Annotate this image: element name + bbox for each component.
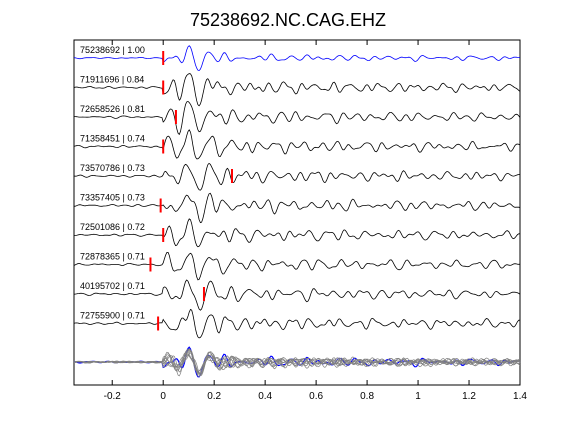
trace-line-4 xyxy=(73,162,521,191)
stack-line-6 xyxy=(74,348,520,372)
stack-line-4 xyxy=(73,351,521,374)
x-tick-label-2: 0.2 xyxy=(207,391,221,402)
trace-line-8 xyxy=(73,279,521,311)
trace-line-7 xyxy=(73,251,521,281)
x-tick-label-4: 0.6 xyxy=(309,391,323,402)
chart-title: 75238692.NC.CAG.EHZ xyxy=(190,10,386,30)
trace-label-5: 73357405 | 0.73 xyxy=(80,193,145,203)
traces-group xyxy=(73,45,521,339)
trace-line-9 xyxy=(73,308,520,339)
trace-label-3: 71358451 | 0.74 xyxy=(80,134,145,144)
axes-frame xyxy=(73,39,521,386)
trace-line-0 xyxy=(73,45,521,72)
picks-group xyxy=(149,51,234,331)
trace-line-3 xyxy=(73,129,521,160)
trace-label-2: 72658526 | 0.81 xyxy=(80,104,145,114)
trace-label-4: 73570786 | 0.73 xyxy=(80,163,145,173)
stack-line-3 xyxy=(73,348,521,373)
trace-label-8: 40195702 | 0.71 xyxy=(80,281,145,291)
trace-line-2 xyxy=(74,101,521,136)
trace-line-5 xyxy=(73,192,521,224)
x-axis: -0.2 0 0.2 0.4 0.6 0.8 1 1.2 1.4 xyxy=(104,40,527,402)
plot-area: 75238692 | 1.00 71911696 | 0.84 72658526 |… xyxy=(73,39,527,402)
stack-group xyxy=(73,346,521,378)
trace-label-0: 75238692 | 1.00 xyxy=(80,45,145,55)
trace-label-9: 72755900 | 0.71 xyxy=(80,311,145,321)
stack-line-9 xyxy=(73,350,520,374)
trace-line-1 xyxy=(73,73,521,107)
x-tick-label-7: 1.2 xyxy=(462,391,476,402)
x-tick-label-0: -0.2 xyxy=(104,391,122,402)
trace-label-7: 72878365 | 0.71 xyxy=(80,252,145,262)
x-tick-label-6: 1 xyxy=(415,391,421,402)
x-tick-label-1: 0 xyxy=(160,391,166,402)
x-tick-label-3: 0.4 xyxy=(258,391,272,402)
trace-line-6 xyxy=(74,218,520,248)
trace-label-1: 71911696 | 0.84 xyxy=(80,75,144,85)
trace-label-6: 72501086 | 0.72 xyxy=(80,222,145,232)
x-tick-label-5: 0.8 xyxy=(360,391,374,402)
trace-labels-group: 75238692 | 1.00 71911696 | 0.84 72658526 |… xyxy=(80,45,145,321)
x-tick-label-8: 1.4 xyxy=(513,391,527,402)
